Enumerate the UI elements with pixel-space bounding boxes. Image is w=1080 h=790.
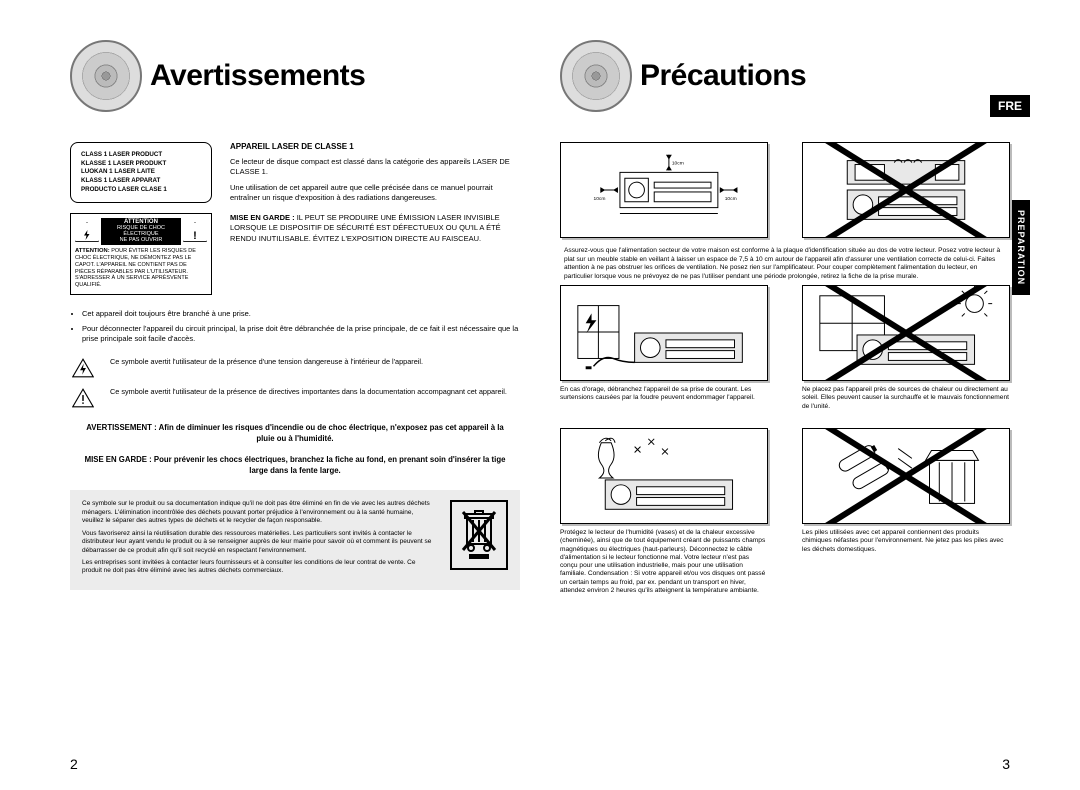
attention-body: ATTENTION: POUR ÉVITER LES RISQUES DE CH…	[75, 248, 207, 288]
speaker-icon	[560, 40, 632, 112]
caption-0: En cas d'orage, débranchez l'appareil de…	[560, 386, 768, 424]
weee-text: Ce symbole sur le produit ou sa document…	[82, 500, 436, 580]
prohibited-x-icon	[807, 147, 1005, 233]
warn1-label: AVERTISSEMENT :	[86, 423, 156, 432]
illus-ventilation: 10cm 10cm 10cm	[560, 142, 768, 238]
laser-class-box: CLASS 1 LASER PRODUCT KLASSE 1 LASER PRO…	[70, 142, 212, 203]
laser-line-3: KLASS 1 LASER APPARAT	[81, 177, 201, 186]
bullet-0: Cet appareil doit toujours être branché …	[82, 309, 520, 320]
svg-text:10cm: 10cm	[672, 161, 684, 167]
svg-text:10cm: 10cm	[725, 196, 737, 202]
caption-1: Ne placez pas l'appareil près de sources…	[802, 386, 1010, 424]
warn2-text: Pour prévenir les chocs électriques, bra…	[154, 455, 506, 475]
attention-sub2: NE PAS OUVRIR	[101, 237, 181, 243]
illus-storm: En cas d'orage, débranchez l'appareil de…	[560, 285, 768, 424]
illus-humidity: Protégez le lecteur de l'humidité (vases…	[560, 428, 768, 595]
illus-no-stack	[802, 142, 1010, 238]
weee-p2: Les entreprises sont invitées à contacte…	[82, 559, 436, 576]
symbol-row-bolt: Ce symbole avertit l'utilisateur de la p…	[70, 357, 520, 379]
laser-heading: APPAREIL LASER DE CLASSE 1	[230, 142, 520, 153]
language-badge: FRE	[990, 95, 1030, 117]
svg-text:10cm: 10cm	[594, 196, 606, 202]
title-row-right: Précautions	[560, 40, 1010, 112]
section-tab: PREPARATION	[1012, 200, 1030, 295]
weee-p1: Vous favoriserez ainsi la réutilisation …	[82, 530, 436, 555]
bullet-list: Cet appareil doit toujours être branché …	[70, 309, 520, 345]
attention-black-label: ATTENTION RISQUE DE CHOC ÉLECTRIQUE NE P…	[101, 218, 181, 245]
page-number-left: 2	[70, 756, 78, 772]
symbol-text-bolt: Ce symbole avertit l'utilisateur de la p…	[110, 357, 520, 367]
illus-batteries: Les piles utilisées avec cet appareil co…	[802, 428, 1010, 595]
warning-block: AVERTISSEMENT : Afin de diminuer les ris…	[70, 423, 520, 477]
caption-wide: Assurez-vous que l'alimentation secteur …	[560, 247, 1010, 281]
prohibited-x-icon	[807, 433, 1005, 519]
weee-bin-icon	[450, 500, 508, 570]
laser-line-1: KLASSE 1 LASER PRODUKT	[81, 160, 201, 169]
speaker-icon	[70, 40, 142, 112]
weee-box: Ce symbole sur le produit ou sa document…	[70, 490, 520, 590]
attention-body-head: ATTENTION:	[75, 248, 110, 254]
bullet-1: Pour déconnecter l'appareil du circuit p…	[82, 324, 520, 345]
attention-sub1: RISQUE DE CHOC ÉLECTRIQUE	[101, 225, 181, 237]
laser-para2: Une utilisation de cet appareil autre qu…	[230, 183, 520, 203]
prohibited-x-icon	[807, 290, 1005, 376]
illus-wide-caption: Assurez-vous que l'alimentation secteur …	[560, 242, 1010, 281]
attention-body-text: POUR ÉVITER LES RISQUES DE CHOC ÉLECTRIQ…	[75, 248, 196, 287]
symbol-text-exclam: Ce symbole avertit l'utilisateur de la p…	[110, 387, 520, 397]
page-title-left: Avertissements	[150, 59, 365, 93]
warn2-label: MISE EN GARDE :	[85, 455, 152, 464]
page-right: FRE PREPARATION Précautions	[540, 40, 1050, 770]
symbol-row-exclam: Ce symbole avertit l'utilisateur de la p…	[70, 387, 520, 409]
title-row-left: Avertissements	[70, 40, 520, 112]
weee-p0: Ce symbole sur le produit ou sa document…	[82, 500, 436, 525]
laser-line-2: LUOKAN 1 LASER LAITE	[81, 168, 201, 177]
page-left: Avertissements CLASS 1 LASER PRODUCT KLA…	[30, 40, 540, 770]
laser-para1: Ce lecteur de disque compact est classé …	[230, 157, 520, 177]
laser-line-0: CLASS 1 LASER PRODUCT	[81, 151, 201, 160]
illus-sunlight: Ne placez pas l'appareil près de sources…	[802, 285, 1010, 424]
mise-label: MISE EN GARDE :	[230, 213, 295, 222]
attention-box: ATTENTION RISQUE DE CHOC ÉLECTRIQUE NE P…	[70, 213, 212, 295]
bolt-triangle-icon	[75, 222, 99, 242]
exclam-icon	[70, 387, 96, 409]
laser-description: APPAREIL LASER DE CLASSE 1 Ce lecteur de…	[230, 142, 520, 203]
page-title-right: Précautions	[640, 59, 806, 93]
caption-2: Protégez le lecteur de l'humidité (vases…	[560, 529, 768, 595]
page-number-right: 3	[1002, 756, 1010, 772]
mise-en-garde: MISE EN GARDE : IL PEUT SE PRODUIRE UNE …	[230, 213, 520, 243]
caption-3: Les piles utilisées avec cet appareil co…	[802, 529, 1010, 567]
laser-line-4: PRODUCTO LASER CLASE 1	[81, 186, 201, 195]
exclam-triangle-icon	[183, 222, 207, 242]
warn1-text: Afin de diminuer les risques d'incendie …	[159, 423, 504, 443]
bolt-icon	[70, 357, 96, 379]
